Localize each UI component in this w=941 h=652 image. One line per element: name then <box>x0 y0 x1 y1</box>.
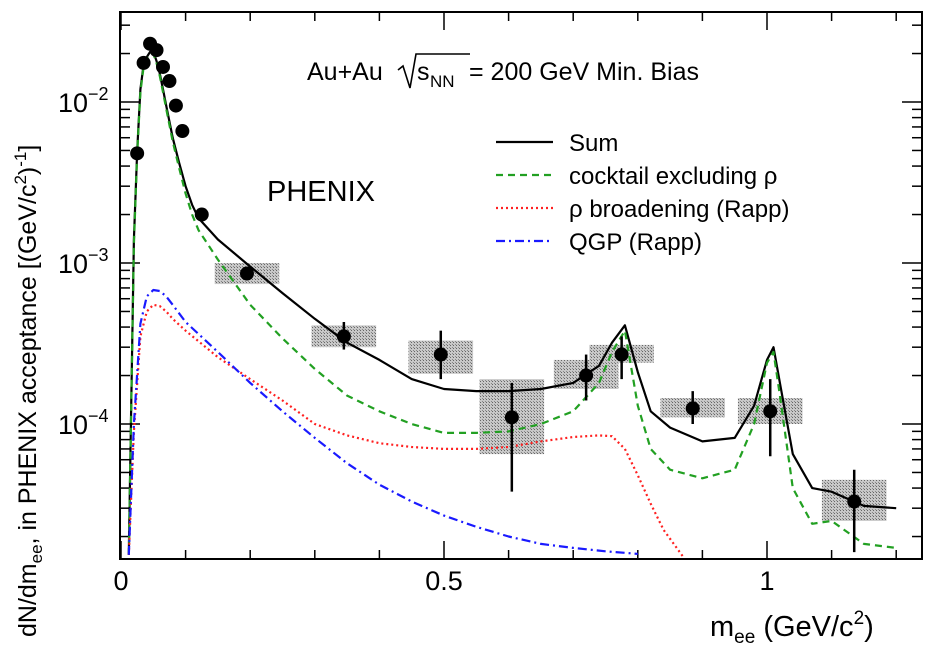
x-axis-label-close: ) <box>864 611 874 643</box>
y-axis-label-sup2: -1 <box>11 152 30 167</box>
x-axis-label: mee (GeV/c2) <box>710 608 874 648</box>
data-point <box>433 347 448 362</box>
x-tick-label: 0.5 <box>425 566 463 596</box>
series-line-cocktail-excluding <box>127 52 897 555</box>
y-tick-label: 10−3 <box>58 245 109 279</box>
plot-frame <box>119 11 923 560</box>
annotation-energy: = 200 GeV Min. Bias <box>469 58 699 86</box>
y-axis-label-main: dN/dm <box>14 563 42 637</box>
y-tick-label-base: 10 <box>58 410 88 440</box>
data-point <box>504 410 519 425</box>
data-point <box>336 329 351 344</box>
data-point <box>194 207 209 222</box>
data-point <box>239 266 254 281</box>
y-tick-label-exponent: −2 <box>88 84 109 104</box>
y-tick-label-base: 10 <box>58 249 88 279</box>
legend-label: QGP (Rapp) <box>569 229 702 256</box>
legend-label: Sum <box>569 130 618 157</box>
y-axis-label-close: ) <box>14 167 42 175</box>
x-axis-label-sub: ee <box>734 627 755 648</box>
data-point <box>847 494 862 509</box>
legend: Sum cocktail excluding ρ ρ broadening (Rap… <box>496 130 789 256</box>
collision-annotation: Au+Au <box>307 58 383 86</box>
y-axis-label-end: ] <box>14 145 42 152</box>
sqrt-symbol <box>397 53 470 89</box>
y-tick-label-exponent: −3 <box>88 245 109 265</box>
x-axis-label-main: m <box>710 611 734 643</box>
data-point <box>162 74 177 89</box>
data-point <box>136 55 151 70</box>
y-tick-label: 10−2 <box>58 84 109 118</box>
data-point <box>168 98 183 113</box>
series-line-qgp-rapp <box>127 288 638 555</box>
y-axis-label: dN/dmee, in PHENIX acceptance [(GeV/c2)-… <box>11 145 46 637</box>
data-point <box>130 146 145 161</box>
y-tick-label-exponent: −4 <box>88 406 109 426</box>
x-tick-label: 1 <box>759 566 774 596</box>
data-point <box>614 347 629 362</box>
annotation-sqrt-sub: NN <box>430 72 455 91</box>
x-tick-label: 0 <box>113 566 128 596</box>
y-axis-label-sup1: 2 <box>11 175 30 184</box>
annotation-sqrt-s: s <box>417 58 430 86</box>
data-point <box>763 404 778 419</box>
legend-label: cocktail excluding ρ <box>569 163 777 190</box>
y-tick-label: 10−4 <box>58 406 109 440</box>
x-axis-label-unit: (GeV/c <box>763 611 853 643</box>
systematic-boxes <box>214 263 887 521</box>
data-point <box>685 401 700 416</box>
x-axis-label-unit-sup: 2 <box>854 608 865 629</box>
axis-tick-labels: 0 0.5 110−210−310−4 <box>58 84 775 596</box>
legend-label: ρ broadening (Rapp) <box>569 196 789 223</box>
y-tick-label-base: 10 <box>58 88 88 118</box>
axis-ticks <box>120 12 922 559</box>
data-point <box>149 43 164 58</box>
annotation-system: Au+Au <box>307 58 383 86</box>
data-point <box>155 59 170 74</box>
data-point <box>175 124 190 139</box>
data-points <box>130 36 862 553</box>
y-axis-label-sub: ee <box>27 544 46 563</box>
series-line-broadening-rapp <box>127 303 684 558</box>
experiment-label: PHENIX <box>267 176 375 208</box>
y-axis-label-mid: , in PHENIX acceptance [(GeV/c <box>14 185 42 545</box>
data-point <box>579 368 594 383</box>
